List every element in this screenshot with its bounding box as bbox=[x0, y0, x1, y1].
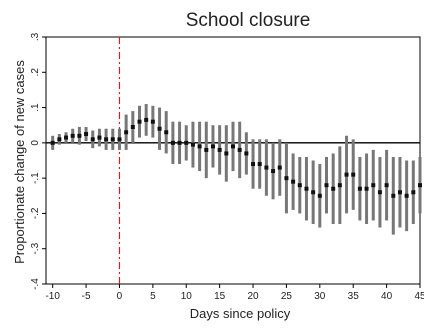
data-point bbox=[284, 176, 288, 180]
data-point bbox=[171, 141, 175, 145]
x-tick-label: 45 bbox=[414, 291, 424, 302]
data-point bbox=[158, 127, 162, 131]
y-tick-label: 0 bbox=[30, 140, 41, 146]
data-point bbox=[418, 183, 422, 187]
x-tick-label: 10 bbox=[181, 291, 193, 302]
data-point bbox=[278, 166, 282, 170]
x-tick-label: -10 bbox=[45, 291, 60, 302]
x-tick-label: 0 bbox=[117, 291, 123, 302]
data-point bbox=[311, 190, 315, 194]
data-point bbox=[184, 141, 188, 145]
x-tick-label: -5 bbox=[82, 291, 91, 302]
x-tick-label: 35 bbox=[348, 291, 360, 302]
data-point bbox=[104, 137, 108, 141]
x-tick-label: 25 bbox=[281, 291, 293, 302]
data-point bbox=[351, 173, 355, 177]
y-tick-label: -.3 bbox=[30, 242, 41, 254]
data-point bbox=[271, 169, 275, 173]
data-point bbox=[151, 120, 155, 124]
data-point bbox=[291, 180, 295, 184]
data-point bbox=[365, 187, 369, 191]
data-point bbox=[77, 134, 81, 138]
data-point bbox=[411, 190, 415, 194]
data-point bbox=[298, 183, 302, 187]
data-point bbox=[251, 162, 255, 166]
y-tick-label: .3 bbox=[30, 32, 41, 41]
data-point bbox=[64, 136, 68, 140]
data-point bbox=[198, 144, 202, 148]
data-point bbox=[231, 144, 235, 148]
data-point bbox=[91, 137, 95, 141]
data-point bbox=[345, 173, 349, 177]
data-point bbox=[131, 125, 135, 129]
data-point bbox=[338, 183, 342, 187]
y-tick-label: .1 bbox=[30, 103, 41, 112]
data-point bbox=[371, 183, 375, 187]
x-tick-label: 30 bbox=[314, 291, 326, 302]
data-point bbox=[164, 130, 168, 134]
data-point bbox=[218, 148, 222, 152]
data-point bbox=[124, 130, 128, 134]
x-axis-label: Days since policy bbox=[190, 306, 291, 321]
data-point bbox=[244, 151, 248, 155]
data-point bbox=[318, 194, 322, 198]
x-tick-label: 40 bbox=[381, 291, 393, 302]
data-point bbox=[331, 187, 335, 191]
y-axis-label: Proportionate change of new cases bbox=[12, 60, 27, 264]
data-point bbox=[84, 132, 88, 136]
data-point bbox=[391, 194, 395, 198]
data-point bbox=[57, 137, 61, 141]
data-point bbox=[138, 120, 142, 124]
data-point bbox=[405, 194, 409, 198]
data-point bbox=[325, 183, 329, 187]
data-point bbox=[385, 183, 389, 187]
data-point bbox=[51, 141, 55, 145]
data-point bbox=[117, 137, 121, 141]
x-tick-label: 5 bbox=[150, 291, 156, 302]
y-tick-label: -.1 bbox=[30, 172, 41, 184]
data-point bbox=[398, 190, 402, 194]
data-point bbox=[224, 151, 228, 155]
chart-title: School closure bbox=[186, 10, 311, 31]
data-point bbox=[304, 187, 308, 191]
data-point bbox=[144, 118, 148, 122]
data-point bbox=[178, 141, 182, 145]
data-point bbox=[258, 162, 262, 166]
data-point bbox=[71, 134, 75, 138]
data-point bbox=[97, 136, 101, 140]
data-point bbox=[191, 143, 195, 147]
data-point bbox=[264, 166, 268, 170]
data-point bbox=[111, 137, 115, 141]
x-tick-label: 15 bbox=[214, 291, 226, 302]
data-point bbox=[378, 190, 382, 194]
data-point bbox=[238, 148, 242, 152]
y-tick-label: -.4 bbox=[30, 278, 41, 290]
data-point bbox=[358, 187, 362, 191]
y-tick-label: .2 bbox=[30, 68, 41, 77]
y-tick-label: -.2 bbox=[30, 207, 41, 219]
x-tick-label: 20 bbox=[247, 291, 259, 302]
data-point bbox=[204, 148, 208, 152]
data-point bbox=[211, 144, 215, 148]
